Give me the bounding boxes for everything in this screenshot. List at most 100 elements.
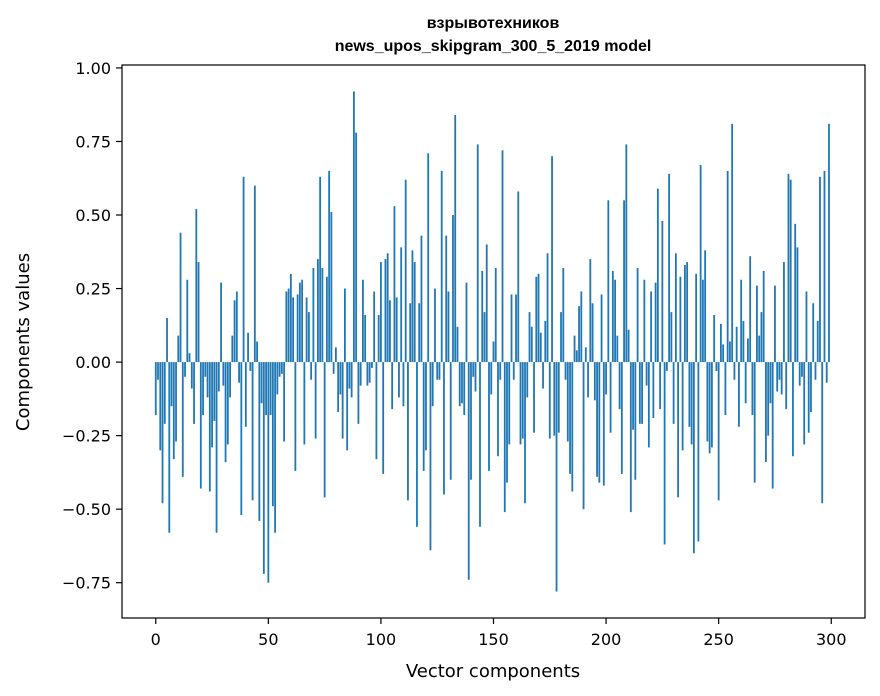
bar-79 bbox=[332, 362, 335, 374]
bar-147 bbox=[485, 244, 488, 363]
bar-64 bbox=[298, 282, 301, 363]
bar-195 bbox=[593, 362, 596, 401]
bar-124 bbox=[434, 288, 436, 363]
bar-127 bbox=[440, 170, 443, 363]
bar-85 bbox=[346, 362, 349, 451]
bar-115 bbox=[413, 262, 416, 363]
bar-100 bbox=[380, 262, 382, 363]
bar-87 bbox=[350, 362, 353, 398]
bar-187 bbox=[575, 350, 578, 363]
bar-161 bbox=[517, 191, 520, 363]
bar-63 bbox=[296, 294, 299, 363]
bar-143 bbox=[476, 144, 479, 363]
bar-258 bbox=[735, 326, 738, 363]
bar-118 bbox=[420, 235, 423, 363]
bar-169 bbox=[535, 276, 538, 363]
bar-8 bbox=[172, 362, 175, 460]
bar-86 bbox=[348, 362, 351, 389]
bar-81 bbox=[337, 362, 340, 413]
bar-90 bbox=[357, 362, 360, 424]
bar-26 bbox=[213, 362, 216, 421]
x-axis-label: Vector components bbox=[406, 661, 580, 682]
bar-98 bbox=[375, 362, 378, 460]
bar-179 bbox=[557, 362, 560, 433]
bar-224 bbox=[659, 362, 662, 410]
bar-159 bbox=[512, 362, 515, 380]
bar-196 bbox=[596, 362, 598, 477]
x-tick-label: 300 bbox=[816, 630, 847, 649]
bar-129 bbox=[445, 235, 448, 363]
chart-title-line1: взрывотехников bbox=[427, 15, 560, 32]
bar-103 bbox=[386, 253, 389, 363]
bar-251 bbox=[720, 323, 722, 363]
bar-292 bbox=[812, 303, 815, 363]
bar-240 bbox=[695, 273, 698, 363]
bar-280 bbox=[785, 362, 788, 410]
bar-267 bbox=[756, 285, 758, 363]
bar-24 bbox=[208, 362, 211, 492]
bar-105 bbox=[391, 362, 394, 410]
bar-12 bbox=[181, 362, 184, 477]
bar-206 bbox=[618, 362, 621, 410]
bar-294 bbox=[816, 320, 819, 363]
y-tick-label: 0.75 bbox=[75, 132, 111, 151]
bar-99 bbox=[377, 315, 380, 363]
bar-27 bbox=[215, 362, 218, 533]
bar-0 bbox=[154, 362, 157, 416]
bar-91 bbox=[359, 362, 362, 386]
bar-230 bbox=[672, 362, 675, 424]
bar-199 bbox=[602, 362, 605, 486]
bar-165 bbox=[526, 362, 529, 398]
bar-262 bbox=[744, 362, 747, 404]
bar-209 bbox=[625, 144, 628, 363]
bar-185 bbox=[571, 362, 574, 492]
bar-217 bbox=[643, 279, 646, 363]
bar-110 bbox=[402, 362, 405, 407]
bar-13 bbox=[184, 362, 186, 377]
bar-152 bbox=[497, 362, 499, 457]
bar-76 bbox=[325, 276, 328, 363]
bar-48 bbox=[262, 362, 265, 574]
bar-119 bbox=[422, 362, 425, 471]
bar-2 bbox=[159, 362, 162, 451]
bar-95 bbox=[368, 362, 371, 383]
bar-208 bbox=[623, 200, 625, 363]
bar-138 bbox=[465, 282, 468, 363]
bar-158 bbox=[510, 294, 513, 363]
bar-241 bbox=[697, 362, 700, 542]
bar-4 bbox=[163, 362, 166, 424]
bar-125 bbox=[436, 362, 439, 380]
y-axis-ticks: −0.75 −0.50 −0.25 0.00 0.25 0.50 0.75 1.00 bbox=[62, 59, 122, 593]
bar-106 bbox=[393, 206, 396, 363]
bar-18 bbox=[195, 209, 198, 363]
bar-120 bbox=[425, 362, 427, 451]
bar-184 bbox=[569, 362, 571, 474]
bar-144 bbox=[479, 362, 481, 527]
bar-32 bbox=[226, 362, 229, 445]
bar-40 bbox=[244, 362, 247, 427]
bar-31 bbox=[224, 362, 227, 463]
bar-101 bbox=[382, 362, 385, 474]
bar-96 bbox=[371, 362, 373, 368]
bar-214 bbox=[636, 267, 639, 363]
bar-54 bbox=[276, 362, 279, 395]
bar-72 bbox=[316, 259, 319, 363]
bar-46 bbox=[258, 362, 261, 521]
bar-277 bbox=[778, 362, 781, 380]
bar-80 bbox=[334, 347, 337, 363]
bar-67 bbox=[305, 297, 308, 363]
x-tick-label: 200 bbox=[591, 630, 622, 649]
bar-117 bbox=[418, 303, 421, 363]
x-tick-label: 0 bbox=[151, 630, 161, 649]
bar-296 bbox=[821, 362, 824, 504]
bar-128 bbox=[443, 362, 445, 495]
bar-186 bbox=[573, 335, 576, 363]
bar-257 bbox=[733, 362, 736, 380]
bar-246 bbox=[708, 362, 711, 454]
bar-245 bbox=[706, 362, 709, 442]
bar-162 bbox=[519, 362, 522, 445]
bar-78 bbox=[330, 212, 333, 363]
bar-238 bbox=[690, 362, 693, 445]
